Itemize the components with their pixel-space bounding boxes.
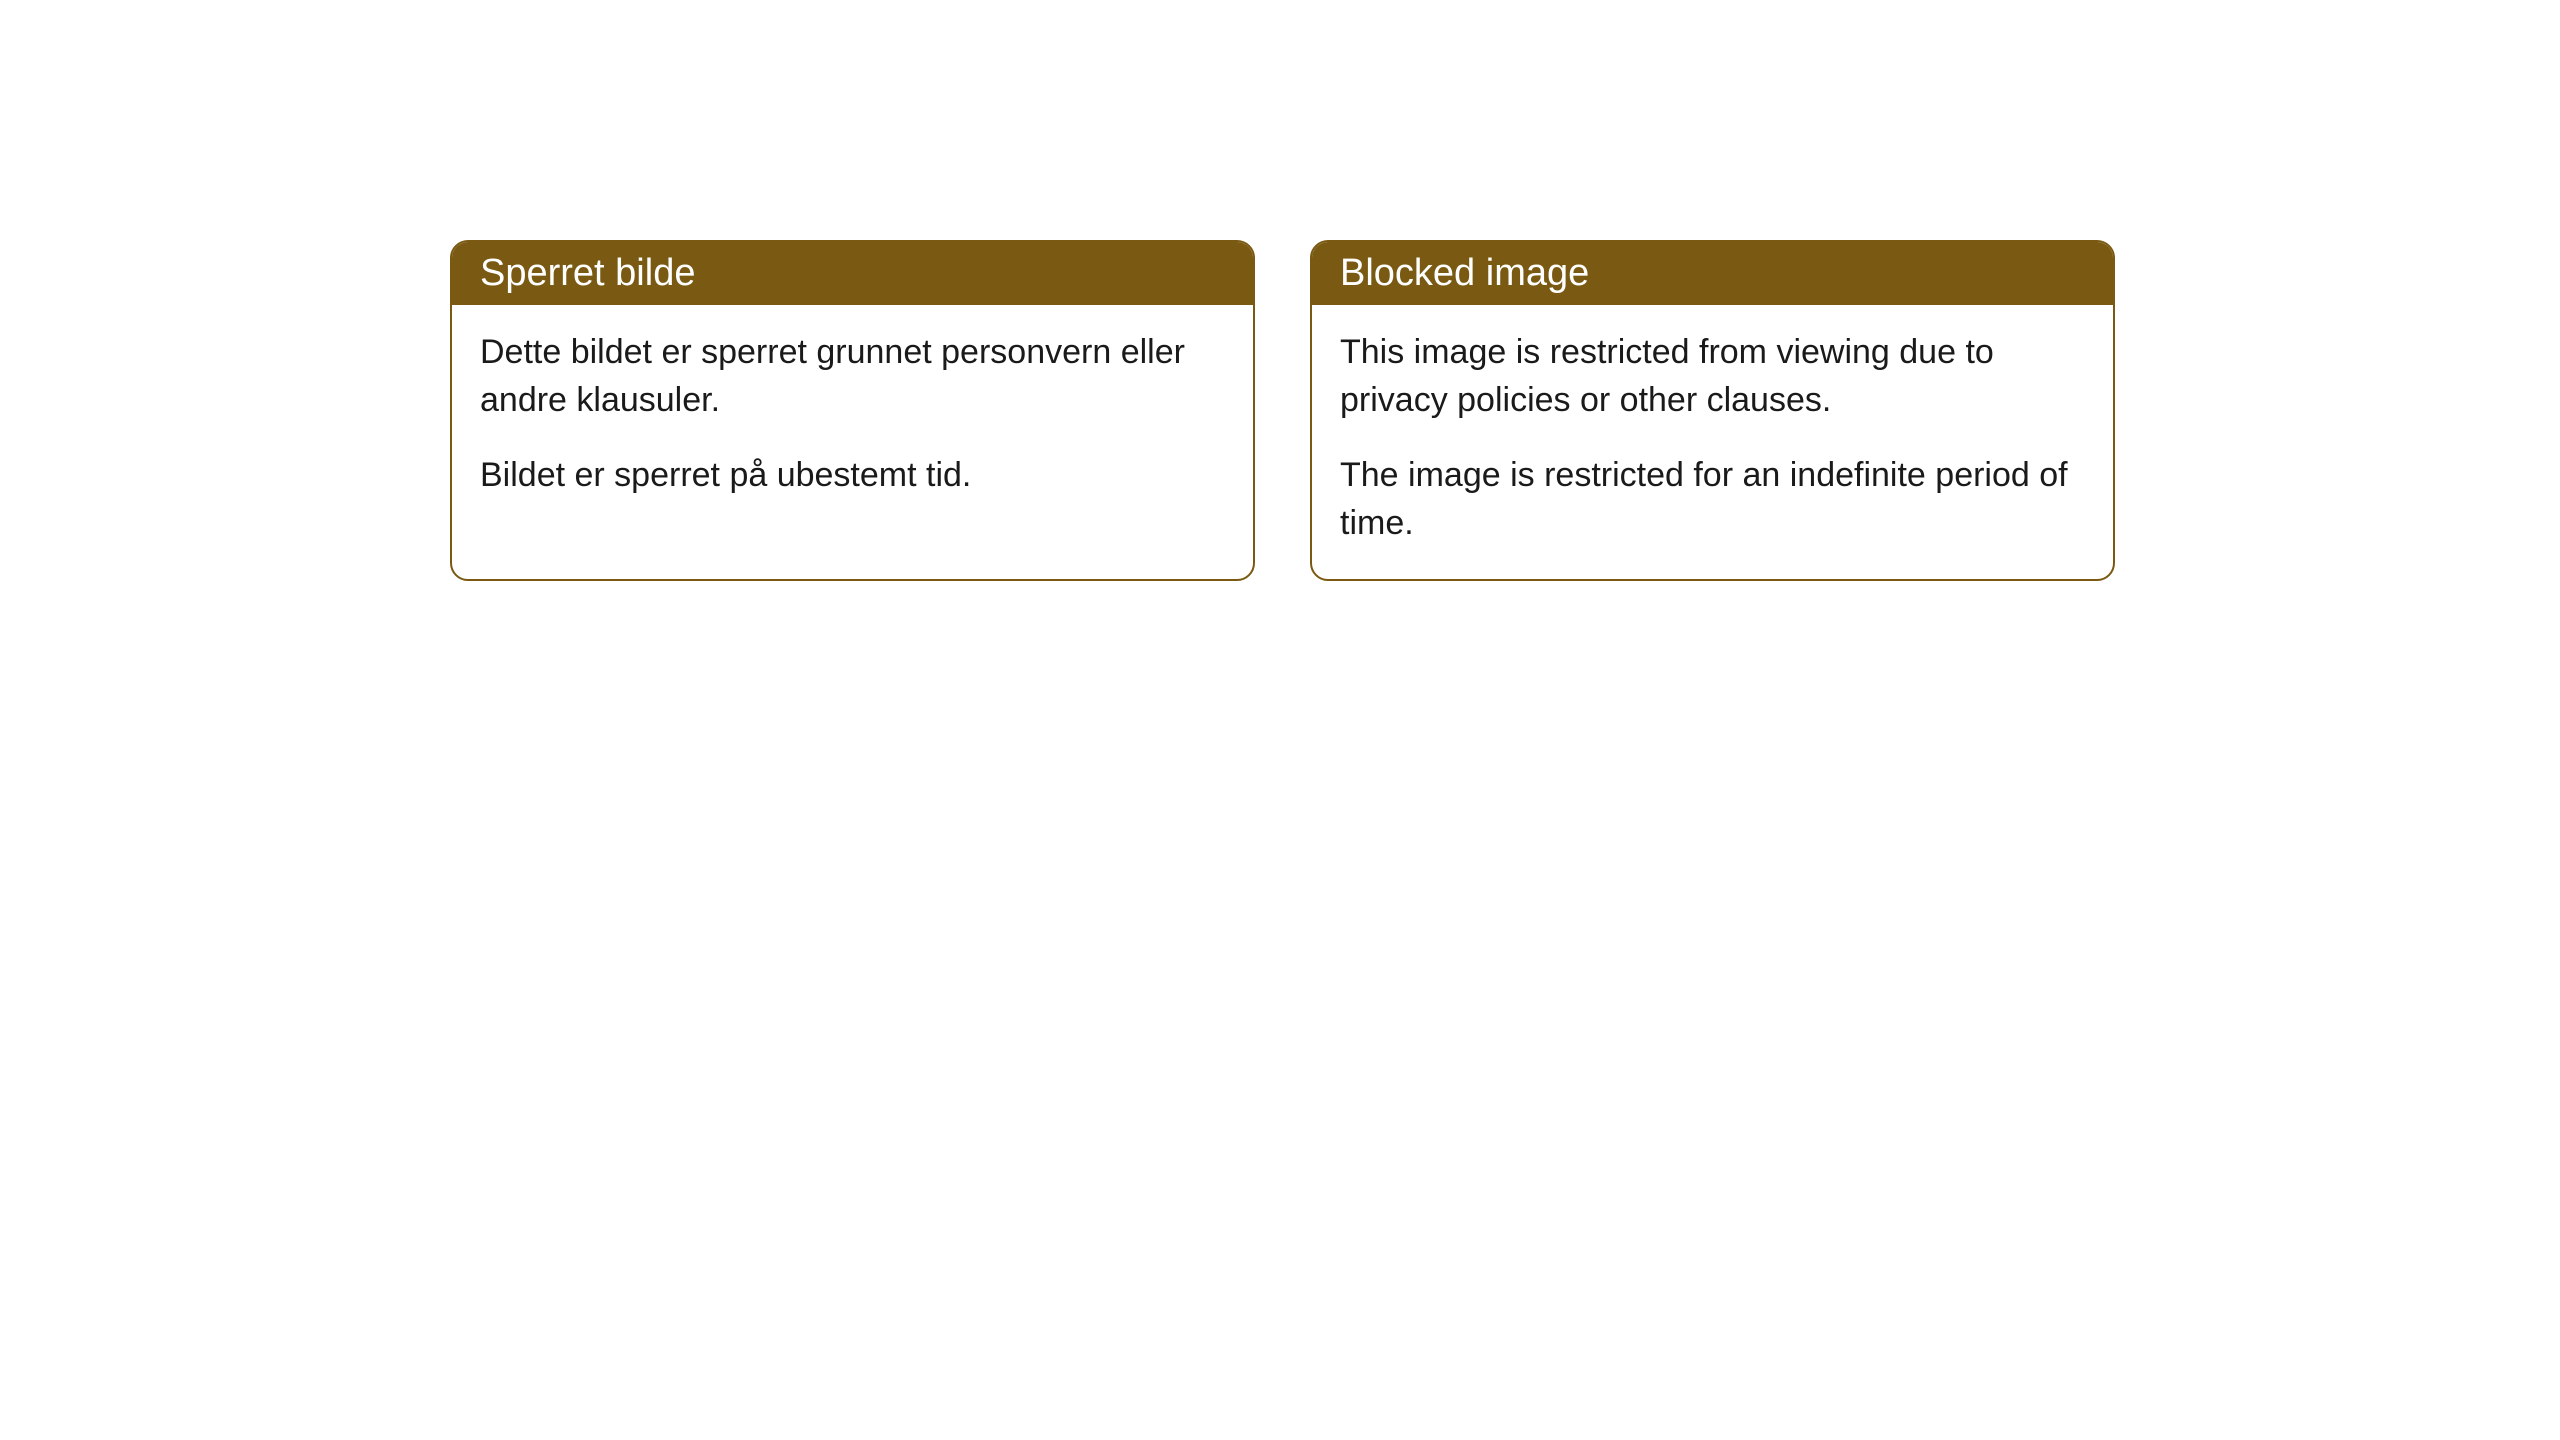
notice-title: Sperret bilde [480,252,695,294]
notice-body-english: This image is restricted from viewing du… [1312,305,2113,579]
notice-header-english: Blocked image [1312,242,2113,305]
notice-card-english: Blocked image This image is restricted f… [1310,240,2115,581]
notice-title: Blocked image [1340,252,1589,294]
notice-header-norwegian: Sperret bilde [452,242,1253,305]
notice-card-norwegian: Sperret bilde Dette bildet er sperret gr… [450,240,1255,581]
notice-body-norwegian: Dette bildet er sperret grunnet personve… [452,305,1253,532]
notice-text: This image is restricted from viewing du… [1340,329,2085,424]
notice-container: Sperret bilde Dette bildet er sperret gr… [450,240,2115,581]
notice-text: Dette bildet er sperret grunnet personve… [480,329,1225,424]
notice-text: The image is restricted for an indefinit… [1340,452,2085,547]
notice-text: Bildet er sperret på ubestemt tid. [480,452,1225,500]
